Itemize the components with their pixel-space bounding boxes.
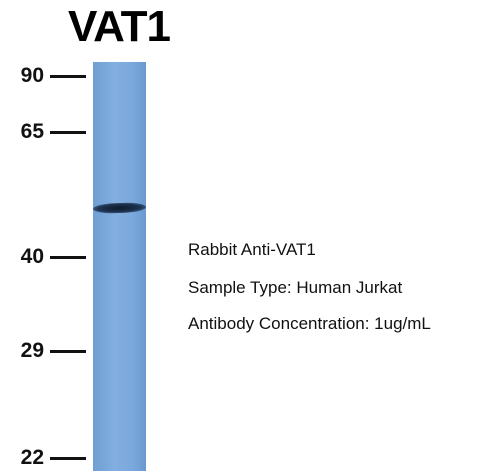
annotation: Rabbit Anti-VAT1: [188, 240, 316, 260]
marker-tick: [50, 457, 86, 460]
marker: 40: [0, 245, 88, 269]
marker: 22: [0, 446, 88, 470]
marker-label: 22: [21, 446, 44, 470]
title: VAT1: [68, 2, 170, 52]
marker: 29: [0, 339, 88, 363]
marker-label: 65: [21, 120, 44, 144]
marker-label: 29: [21, 339, 44, 363]
marker: 90: [0, 64, 88, 88]
gel-lane: [93, 62, 146, 471]
annotation: Sample Type: Human Jurkat: [188, 278, 402, 298]
marker-label: 90: [21, 64, 44, 88]
marker-tick: [50, 256, 86, 259]
marker: 65: [0, 120, 88, 144]
marker-tick: [50, 131, 86, 134]
annotation: Antibody Concentration: 1ug/mL: [188, 314, 431, 334]
marker-label: 40: [21, 245, 44, 269]
marker-tick: [50, 75, 86, 78]
blot-figure: VAT1 90 65 40 29 22 Rabbit Anti-VAT1 Sam…: [0, 0, 495, 471]
marker-tick: [50, 350, 86, 353]
